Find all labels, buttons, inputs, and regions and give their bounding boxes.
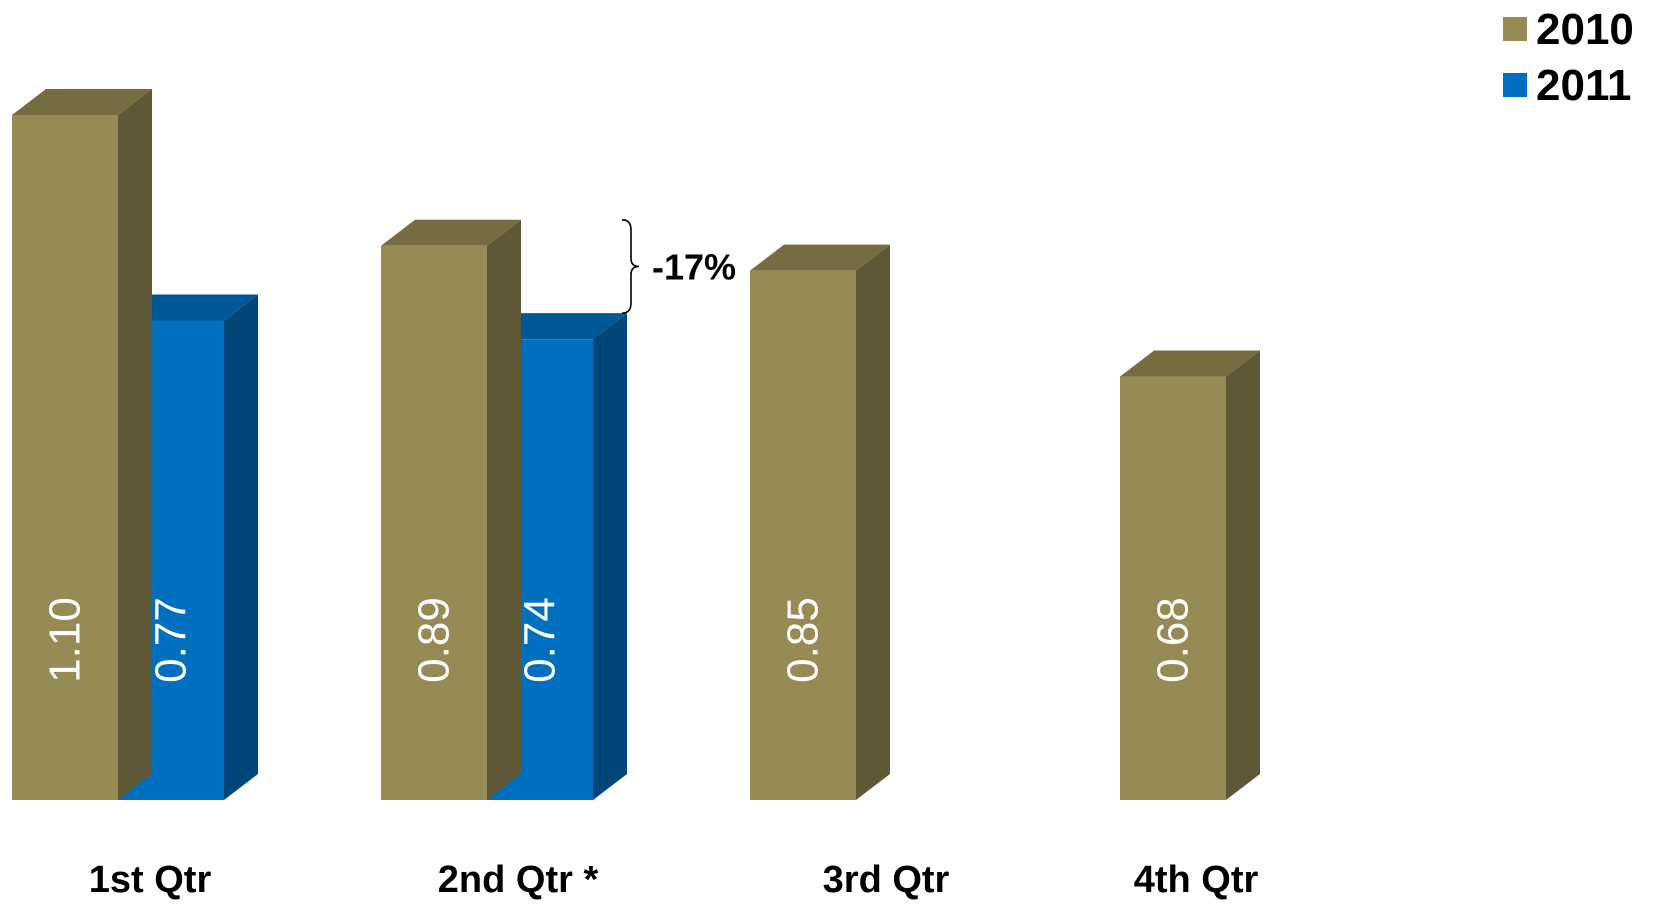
legend-swatch [1503, 73, 1527, 97]
bar-2010-2: 0.89 [381, 219, 521, 801]
bar-top-face [12, 89, 152, 115]
bar-2011-2: 0.74 [487, 313, 627, 800]
category-label: 3rd Qtr [823, 859, 950, 901]
category-label: 1st Qtr [89, 859, 212, 901]
bar-2010-1: 1.10 [12, 89, 152, 800]
bar-top-face [487, 313, 627, 340]
bar-2010-4: 0.68 [1120, 350, 1260, 800]
legend: 2010 2011 [1503, 5, 1634, 110]
bar-top-face [750, 244, 890, 271]
annotation-label: -17% [652, 246, 736, 287]
legend-label: 2011 [1536, 61, 1631, 110]
bar-value-label: 0.68 [1149, 597, 1198, 683]
bar-value-label: 1.10 [41, 597, 90, 683]
bar-value-label: 0.77 [147, 597, 196, 683]
bracket-path [621, 218, 640, 314]
bar-side-face [487, 219, 521, 801]
bar-top-face [1120, 350, 1260, 377]
legend-swatch [1503, 17, 1527, 41]
bar-top-face [118, 294, 258, 321]
bar-side-face [1226, 350, 1260, 800]
bar-value-label: 0.89 [410, 597, 459, 683]
bar-side-face [593, 313, 627, 800]
bar-front-face [12, 115, 118, 800]
bar-front-face [750, 270, 856, 800]
category-label: 4th Qtr [1134, 859, 1259, 901]
category-label: 2nd Qtr * [438, 859, 599, 901]
bar-front-face [381, 245, 487, 801]
bar-side-face [856, 244, 890, 800]
bars-group: 0.68 0.85 0.74 0.89 0.77 1.10 [12, 89, 1260, 801]
bar-side-face [118, 89, 152, 800]
bar-value-label: 0.74 [516, 597, 565, 683]
bar-side-face [224, 294, 258, 800]
bar-value-label: 0.85 [779, 597, 828, 683]
bar-top-face [381, 219, 521, 246]
bar-2010-3: 0.85 [750, 244, 890, 800]
annotation-bracket: -17% [621, 218, 736, 314]
bar-front-face [1120, 376, 1226, 800]
legend-label: 2010 [1536, 5, 1634, 54]
